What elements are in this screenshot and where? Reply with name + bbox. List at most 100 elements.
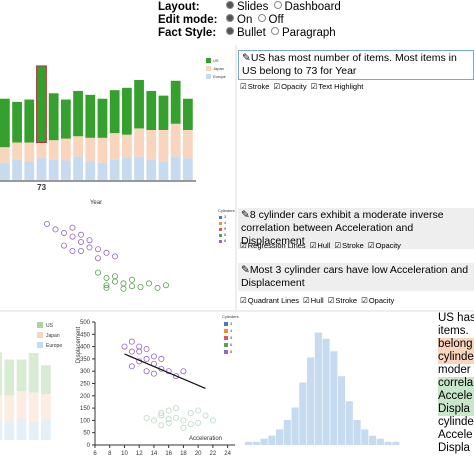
radio-label[interactable]: Bullet <box>237 27 266 39</box>
bar-segment <box>48 93 59 141</box>
radio[interactable] <box>270 27 279 35</box>
point <box>120 280 127 287</box>
radio[interactable] <box>257 14 266 22</box>
x-tick-label: 8 <box>108 451 112 457</box>
checkbox-option[interactable]: Regression Lines <box>240 241 306 250</box>
checkbox-option[interactable]: Quadrant Lines <box>240 296 299 305</box>
point <box>180 368 187 375</box>
control-row: Edit mode: On Off <box>158 14 341 27</box>
control-label: Edit mode: <box>158 14 218 26</box>
point <box>112 278 119 285</box>
y-tick-label: 0 <box>87 443 91 449</box>
point <box>95 269 102 276</box>
legend-label: 3 <box>224 214 227 219</box>
fact-box: ✎US has most number of items. Most items… <box>238 50 474 80</box>
legend-label: US <box>46 323 54 329</box>
radio[interactable] <box>273 1 282 9</box>
point <box>128 283 135 290</box>
radio-label[interactable]: Dashboard <box>284 1 341 13</box>
bar-segment <box>73 136 83 157</box>
histogram-bar <box>338 376 346 445</box>
histogram-bar <box>276 429 284 445</box>
radio[interactable] <box>226 1 234 9</box>
partial-text: US has items. belong cylinde moder correla Acc… <box>438 312 474 455</box>
legend-swatch <box>37 332 43 338</box>
bar-segment <box>146 90 157 130</box>
radio-label[interactable]: Off <box>268 14 284 26</box>
checkbox-option[interactable]: Stroke <box>334 241 363 250</box>
y-axis-label: Displacement <box>76 326 82 363</box>
bar-segment <box>28 392 39 422</box>
text-line: cylinde <box>438 351 474 364</box>
legend-swatch <box>206 58 211 63</box>
x-tick-label: 12 <box>136 451 143 457</box>
checkbox-option[interactable]: Opacity <box>361 296 394 305</box>
bar-segment <box>61 138 71 161</box>
checkbox-option[interactable]: Hull <box>303 296 324 305</box>
fact-text: US has most number of items. Most items … <box>242 52 457 77</box>
checkbox-option[interactable]: Hull <box>310 241 331 250</box>
x-tick-label: 73 <box>37 183 46 192</box>
checkbox-option[interactable]: Text Highlight <box>311 82 364 91</box>
point <box>165 419 172 426</box>
control-label: Fact Style: <box>158 27 217 39</box>
point <box>195 419 202 426</box>
point <box>143 346 150 353</box>
point <box>128 348 135 355</box>
checkbox-option[interactable]: Opacity <box>273 82 306 91</box>
radio-label[interactable]: Slides <box>237 1 269 13</box>
radio[interactable] <box>226 27 234 35</box>
legend-swatch <box>206 66 211 71</box>
legend-swatch <box>37 342 43 348</box>
point <box>209 417 216 424</box>
radio-label[interactable]: Paragraph <box>281 27 336 39</box>
radio[interactable] <box>226 14 234 22</box>
point <box>136 348 143 355</box>
fact-options: Regression Lines HullStroke Opacity <box>240 241 405 250</box>
bar-segment <box>48 140 59 160</box>
histogram-bar <box>283 420 291 445</box>
control-row: Fact Style: Bullet Paragraph <box>158 27 341 40</box>
x-tick-label: 6 <box>93 451 97 457</box>
y-tick-label: 500 <box>80 320 91 326</box>
point <box>95 255 102 262</box>
point <box>103 284 110 291</box>
point <box>143 355 150 362</box>
point <box>121 343 128 350</box>
bar-segment <box>0 98 10 148</box>
bar-segment <box>0 147 10 163</box>
bar-segment <box>134 128 144 157</box>
bar-segment <box>41 365 51 394</box>
y-tick-label: 50 <box>83 431 90 437</box>
histogram-bar <box>345 401 353 445</box>
bar-segment <box>0 419 2 440</box>
bar-segment <box>73 156 83 180</box>
histogram-bar <box>307 357 315 445</box>
radio-label[interactable]: On <box>237 14 253 26</box>
legend-swatch <box>224 343 228 347</box>
bar-segment <box>4 395 15 422</box>
checkbox-option[interactable]: Opacity <box>368 241 401 250</box>
bar-segment <box>97 162 108 180</box>
bar-segment <box>16 391 27 419</box>
fact-box: ✎Most 3 cylinder cars have low Accelerat… <box>238 263 474 291</box>
point <box>165 407 172 414</box>
point <box>202 412 209 419</box>
bar-segment <box>41 419 51 440</box>
bar-segment <box>4 421 15 440</box>
y-tick-label: 350 <box>80 357 91 363</box>
bar-segment <box>36 142 47 159</box>
point <box>69 247 76 254</box>
legend-label: 4 <box>230 328 233 333</box>
legend-label: 5 <box>224 226 227 231</box>
text-line: Accele <box>438 429 473 441</box>
checkbox-option[interactable]: Stroke <box>328 296 357 305</box>
checkbox-option[interactable]: Stroke <box>240 82 269 91</box>
histogram-bar <box>369 435 377 445</box>
point <box>158 355 165 362</box>
bar-segment <box>170 80 181 124</box>
histogram-bar <box>353 420 361 445</box>
point <box>158 412 165 419</box>
point <box>150 353 157 360</box>
text-line: correla <box>438 377 474 390</box>
